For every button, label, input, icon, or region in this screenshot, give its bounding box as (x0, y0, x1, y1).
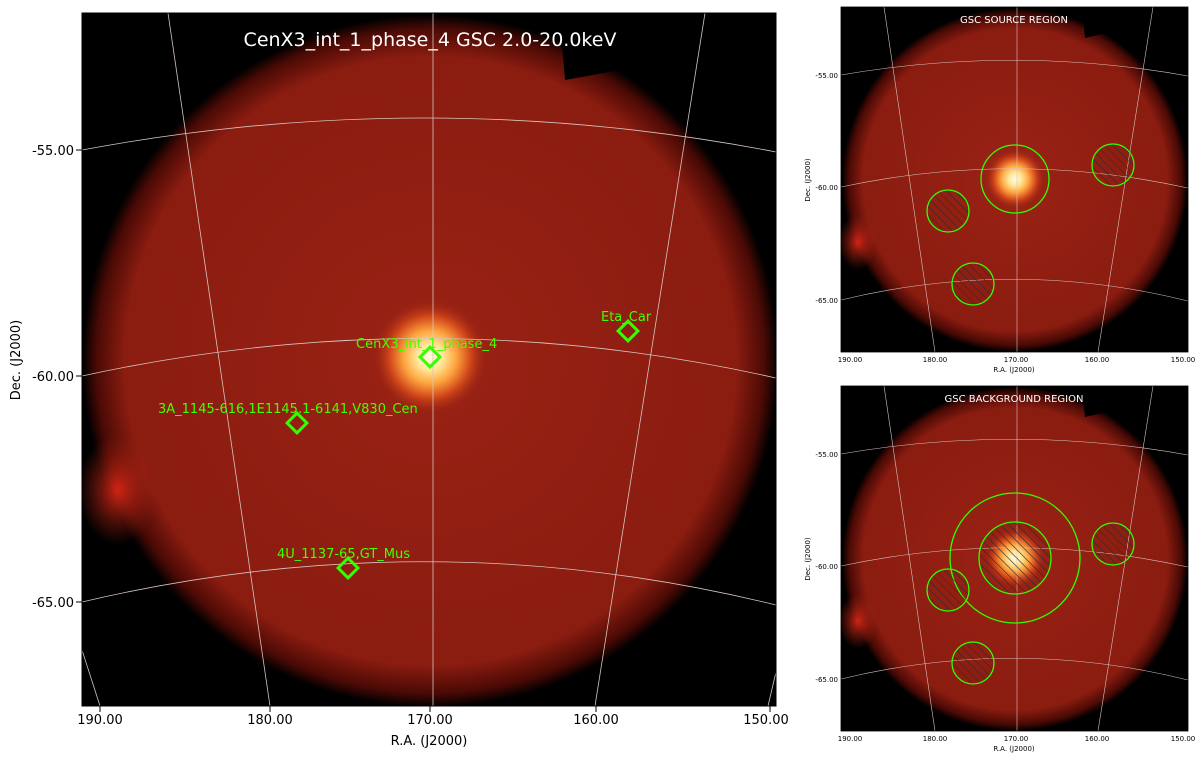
source-marker-3a1145 (284, 410, 310, 436)
excluded-region-circle (1091, 522, 1135, 566)
source-panel-title: GSC SOURCE REGION (960, 15, 1068, 26)
source-xtick-170: 170.00 (1004, 356, 1029, 364)
grid-ra-180 (167, 13, 271, 706)
source-xlabel: R.A. (J2000) (993, 366, 1035, 374)
main-xtick-160: 160.00 (573, 713, 619, 728)
excluded-region-circle (1091, 143, 1135, 187)
main-title: CenX3_int_1_phase_4 GSC 2.0-20.0keV (244, 29, 617, 51)
source-panel-notch (1082, 7, 1130, 38)
background-panel-frame (840, 385, 1189, 732)
background-ylabel: Dec. (J2000) (804, 537, 812, 581)
source-xtick-180: 180.00 (923, 356, 948, 364)
source-region-circle (980, 144, 1050, 214)
source-marker-cenx3 (417, 344, 443, 370)
background-panel-notch (1082, 386, 1130, 417)
source-markers (284, 318, 641, 581)
main-bright-source (372, 299, 488, 415)
grid-ra-150 (767, 671, 776, 706)
main-xtick-180: 180.00 (247, 713, 293, 728)
main-xlabel: R.A. (J2000) (391, 734, 468, 749)
background-panel-title: GSC BACKGROUND REGION (945, 394, 1084, 405)
main-ytick-65: -65.00 (32, 596, 74, 611)
excluded-region-circle (926, 568, 970, 612)
grid-ra-190 (82, 649, 101, 706)
source-ylabel: Dec. (J2000) (804, 158, 812, 202)
background-xtick-170: 170.00 (1004, 735, 1029, 743)
source-xtick-190: 190.00 (838, 356, 863, 364)
main-xtick-150: 150.00 (743, 713, 789, 728)
main-xtick-170: 170.00 (407, 713, 453, 728)
excluded-region-circle (926, 189, 970, 233)
background-panel-edge-glow (841, 593, 878, 649)
source-panel-bright-source (985, 149, 1045, 209)
background-xtick-180: 180.00 (923, 735, 948, 743)
source-xtick-150: 150.00 (1171, 356, 1196, 364)
main-xtick-190: 190.00 (77, 713, 123, 728)
background-ytick-60: -60.00 (815, 563, 838, 571)
main-panel: CenX3_int_1_phase_4 Eta_Car 3A_1145-616,… (9, 12, 789, 749)
grid-dec-55 (82, 117, 776, 153)
source-marker-eta-car (615, 318, 641, 344)
main-detector-notch (560, 15, 640, 80)
background-annulus-outer (949, 492, 1081, 624)
background-ytick-55: -55.00 (815, 451, 838, 459)
background-xlabel: R.A. (J2000) (993, 745, 1035, 753)
grid-ra-160 (594, 13, 706, 706)
grid-dec-65 (82, 561, 776, 606)
excluded-region-circle (951, 641, 995, 685)
source-label-4u1137: 4U_1137-65,GT_Mus (277, 547, 410, 562)
background-ytick-65: -65.00 (815, 676, 838, 684)
main-ytick-60: -60.00 (32, 370, 74, 385)
source-xtick-160: 160.00 (1085, 356, 1110, 364)
grid-dec-60 (82, 338, 776, 379)
source-panel-regions (926, 143, 1135, 306)
background-xtick-190: 190.00 (838, 735, 863, 743)
background-xtick-150: 150.00 (1171, 735, 1196, 743)
main-ytick-55: -55.00 (32, 144, 74, 159)
source-panel-frame (840, 6, 1189, 353)
background-panel-regions (926, 492, 1135, 685)
excluded-region-circle (951, 262, 995, 306)
background-annulus-inner (978, 521, 1052, 595)
source-region-panel: GSC SOURCE REGION 190.00 180.00 170.00 1… (804, 6, 1196, 374)
source-label-cenx3: CenX3_int_1_phase_4 (356, 337, 497, 352)
main-coordinate-grid (82, 13, 776, 706)
main-ylabel: Dec. (J2000) (9, 320, 24, 400)
source-ytick-60: -60.00 (815, 184, 838, 192)
source-label-eta-car: Eta_Car (601, 310, 652, 325)
source-ytick-65: -65.00 (815, 297, 838, 305)
main-tick-marks (76, 149, 771, 712)
background-region-panel: GSC BACKGROUND REGION 190.00 180.00 170.… (804, 385, 1196, 753)
main-edge-glow (82, 435, 158, 545)
main-frame (81, 12, 777, 707)
source-ytick-55: -55.00 (815, 72, 838, 80)
background-xtick-160: 160.00 (1085, 735, 1110, 743)
source-panel-edge-glow (841, 214, 878, 270)
source-label-3a1145: 3A_1145-616,1E1145.1-6141,V830_Cen (158, 402, 418, 417)
source-marker-4u1137 (335, 555, 361, 581)
